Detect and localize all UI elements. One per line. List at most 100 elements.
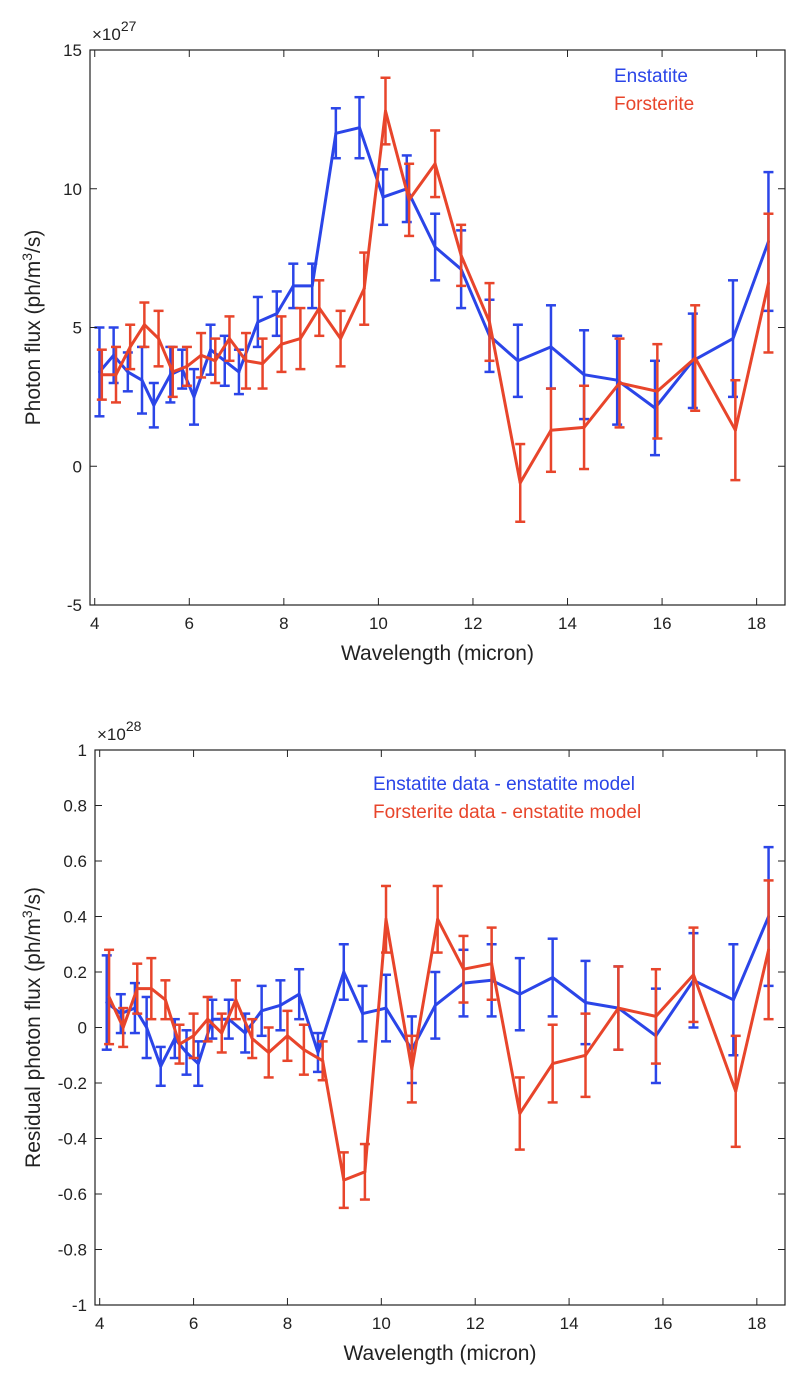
plot-frame-top [89, 49, 786, 606]
data-point [279, 342, 283, 346]
legend-entry-enstatite: Enstatite data - enstatite model [373, 774, 635, 795]
data-point [149, 987, 153, 991]
data-point [192, 1034, 196, 1038]
data-point [436, 917, 440, 921]
data-point [733, 428, 737, 432]
y-exponent-top: ×1027 [92, 18, 137, 44]
y-tick-label-bottom: -1 [72, 1296, 87, 1315]
data-point [196, 1062, 200, 1066]
data-point [275, 312, 279, 316]
y-tick-label-top: 0 [73, 457, 82, 476]
legend-bottom: Enstatite data - enstatite model Forsteri… [373, 774, 641, 823]
series-line-forsterite [107, 917, 771, 1182]
data-point [97, 370, 101, 374]
data-point [584, 1053, 588, 1057]
y-axis-label-bottom-part: /s) [22, 887, 45, 910]
data-point [133, 1006, 137, 1010]
data-point [152, 403, 156, 407]
y-axis-label-bottom-part: Residual photon flux (ph/m [22, 918, 45, 1168]
data-point [342, 970, 346, 974]
data-point [227, 337, 231, 341]
data-point [243, 1031, 247, 1035]
y-axis-label-bottom: Residual photon flux (ph/m3/s) [19, 887, 45, 1168]
x-axis-label-top: Wavelength (micron) [341, 642, 534, 665]
data-point [244, 359, 248, 363]
x-tick-label-bottom: 10 [372, 1314, 391, 1333]
y-tick-label-bottom: 1 [78, 741, 87, 760]
data-point [410, 1067, 414, 1071]
data-point [135, 987, 139, 991]
x-tick-label-top: 4 [90, 614, 99, 633]
y-axis-label-top-part: /s) [22, 230, 45, 253]
data-point [362, 287, 366, 291]
y-exponent-top-base: ×10 [92, 25, 121, 44]
data-point [159, 1064, 163, 1068]
data-point [114, 373, 118, 377]
data-point [105, 1001, 109, 1005]
data-point [121, 1026, 125, 1029]
data-point [490, 962, 494, 966]
data-point [256, 320, 260, 324]
data-point [163, 998, 167, 1002]
data-point [342, 1178, 346, 1182]
data-point [361, 1012, 365, 1016]
x-tick-label-bottom: 4 [95, 1314, 104, 1333]
data-point [582, 373, 586, 377]
data-point [267, 1050, 271, 1054]
data-point [334, 131, 338, 135]
y-exponent-bottom-power: 28 [126, 718, 142, 734]
y-axis-label-top: Photon flux (ph/m3/s) [19, 230, 45, 426]
series-line-forsterite [101, 109, 770, 485]
data-point [119, 1012, 123, 1016]
y-tick-label-top: 15 [63, 41, 82, 60]
data-point [199, 353, 203, 357]
data-point [234, 998, 238, 1002]
data-point [549, 345, 553, 349]
x-tick-label-top: 6 [185, 614, 194, 633]
data-point [297, 992, 301, 996]
data-point [654, 1014, 658, 1018]
data-point [339, 337, 343, 341]
data-point [459, 253, 463, 257]
y-tick-label-bottom: -0.2 [58, 1074, 87, 1093]
data-point [157, 337, 161, 341]
data-point [291, 284, 295, 288]
data-point [173, 1037, 177, 1041]
data-point [206, 1017, 210, 1021]
data-point [618, 381, 622, 385]
y-exponent-bottom-base: ×10 [97, 725, 126, 744]
data-point [615, 378, 619, 382]
y-tick-label-bottom: 0.6 [63, 852, 87, 871]
x-tick-label-top: 14 [558, 614, 577, 633]
y-exponent-bottom: ×1028 [97, 718, 142, 744]
data-point [250, 1037, 254, 1041]
data-point [518, 481, 522, 485]
data-point [285, 1034, 289, 1038]
plot-frame-bottom [94, 749, 786, 1306]
x-axis-label-bottom: Wavelength (micron) [344, 1342, 537, 1365]
photon-flux-chart: 4 6 8 10 12 14 16 18 -5 0 5 10 15 Wavelength (micron… [19, 18, 786, 665]
data-point [185, 364, 189, 368]
data-point [655, 389, 659, 393]
x-tick-label-bottom: 14 [560, 1314, 579, 1333]
data-point [192, 395, 196, 399]
data-point [616, 1006, 620, 1010]
y-tick-label-bottom: 0 [78, 1019, 87, 1038]
data-point [734, 1089, 738, 1093]
legend-entry-forsterite: Forsterite [614, 94, 694, 115]
y-tick-label-bottom: 0.4 [63, 908, 87, 927]
y-tick-label-bottom: 0.2 [63, 963, 87, 982]
x-tick-label-top: 12 [463, 614, 482, 633]
series-line-enstatite [98, 126, 770, 410]
data-point [142, 323, 146, 327]
data-point [168, 373, 172, 377]
y-tick-label-bottom: -0.4 [58, 1130, 87, 1149]
x-tick-label-bottom: 12 [466, 1314, 485, 1333]
data-point [381, 195, 385, 199]
data-point [210, 1017, 214, 1021]
data-point [177, 1042, 181, 1046]
y-axis-label-bottom-superscript: 3 [19, 910, 35, 918]
data-point [260, 1009, 264, 1013]
